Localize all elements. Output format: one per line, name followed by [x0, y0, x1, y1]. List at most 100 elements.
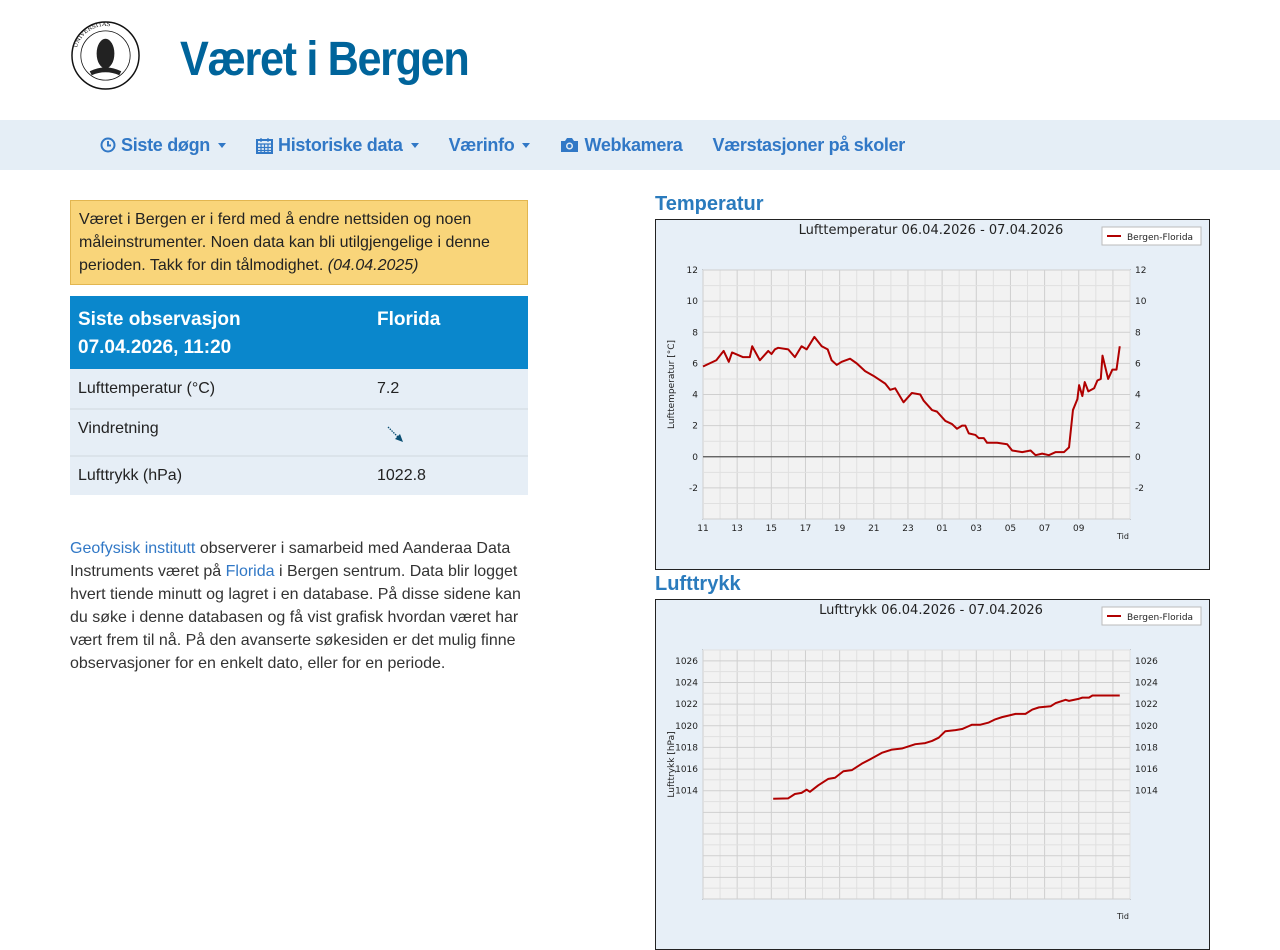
legend-label: Bergen-Florida	[1127, 613, 1193, 623]
y-tick-label-right: -2	[1135, 484, 1144, 494]
nav-label: Historiske data	[278, 134, 403, 155]
notice-box: Været i Bergen er i ferd med å endre net…	[70, 200, 528, 285]
y-tick-label: -2	[689, 484, 698, 494]
y-tick-label-right: 1026	[1135, 657, 1158, 667]
y-tick-label-right: 0	[1135, 453, 1141, 463]
y-tick-label: 1014	[675, 787, 698, 797]
chart-title: Lufttrykk 06.04.2026 - 07.04.2026	[819, 603, 1043, 618]
y-tick-label: 1026	[675, 657, 698, 667]
nav-label: Værstasjoner på skoler	[712, 134, 906, 155]
x-tick-label: 09	[1073, 524, 1085, 534]
intro-text-part: observerer i samarbeid med Aanderaa Data…	[70, 540, 511, 580]
x-tick-label: 03	[971, 524, 982, 534]
x-tick-label: 11	[697, 524, 708, 534]
table-row: Lufttemperatur (°C) 7.2	[70, 369, 528, 410]
row-value: 7.2	[377, 379, 400, 397]
y-tick-label: 10	[687, 297, 699, 307]
row-label: Lufttemperatur (°C)	[78, 379, 216, 397]
x-tick-label: 15	[766, 524, 777, 534]
y-tick-label-right: 1018	[1135, 743, 1158, 753]
table-row: Lufttrykk (hPa) 1022.8	[70, 457, 528, 495]
series-line-bergen-florida	[773, 694, 1120, 800]
x-tick-label: 13	[731, 524, 742, 534]
y-tick-label: 1022	[675, 700, 698, 710]
y-tick-label-right: 12	[1135, 266, 1146, 276]
y-tick-label: 4	[692, 391, 698, 401]
y-tick-label-right: 1024	[1135, 678, 1158, 688]
header-label: Siste observasjon	[78, 309, 241, 330]
site-header: UNIVERSITAS Været i Bergen	[0, 0, 1280, 120]
y-tick-label: 1016	[675, 765, 698, 775]
series-line-bergen-florida	[702, 335, 1121, 457]
y-tick-label-right: 8	[1135, 328, 1141, 338]
x-tick-label: 23	[902, 524, 913, 534]
y-tick-label-right: 2	[1135, 422, 1141, 432]
geofysisk-institutt-link[interactable]: Geofysisk institutt	[70, 540, 196, 557]
legend-box	[1101, 226, 1202, 246]
site-title: Været i Bergen	[180, 33, 470, 86]
temperature-heading: Temperatur	[655, 193, 764, 215]
y-axis-label: Lufttemperatur [°C]	[667, 340, 677, 429]
intro-text-part: i Bergen sentrum. Data blir logget hvert…	[70, 563, 521, 672]
y-tick-label: 1018	[675, 743, 698, 753]
x-tick-label: 21	[868, 524, 879, 534]
y-tick-label-right: 6	[1135, 359, 1141, 369]
y-tick-label: 8	[692, 328, 698, 338]
legend-box	[1101, 606, 1202, 626]
y-tick-label: 0	[692, 453, 698, 463]
y-tick-label: 12	[687, 266, 698, 276]
row-value: 1022.8	[377, 467, 426, 484]
nav-webkamera[interactable]: Webkamera	[560, 134, 683, 156]
university-logo[interactable]: UNIVERSITAS	[70, 20, 141, 91]
nav-label: Siste døgn	[121, 134, 211, 155]
x-tick-label: 17	[800, 524, 811, 534]
row-label: Vindretning	[78, 420, 159, 437]
observation-header: Siste observasjon 07.04.2026, 11:20 Flori…	[70, 296, 528, 369]
y-tick-label-right: 10	[1135, 297, 1147, 307]
calendar-icon	[256, 137, 274, 154]
florida-link[interactable]: Florida	[225, 563, 275, 580]
x-tick-label: 05	[1005, 524, 1016, 534]
observation-table: Siste observasjon 07.04.2026, 11:20 Flori…	[70, 296, 528, 495]
nav-siste-dogn[interactable]: Siste døgn	[100, 134, 227, 156]
legend-label: Bergen-Florida	[1127, 233, 1193, 243]
y-tick-label: 1020	[675, 722, 698, 732]
nav-vaerinfo[interactable]: Værinfo	[449, 135, 531, 156]
clock-icon	[100, 137, 116, 153]
y-tick-label-right: 1020	[1135, 722, 1158, 732]
nav-label: Værinfo	[448, 134, 515, 155]
x-tick-label: 19	[834, 524, 846, 534]
plot-area	[702, 649, 1131, 900]
wind-arrow-southeast-icon	[387, 426, 403, 442]
y-tick-label-right: 1016	[1135, 765, 1158, 775]
table-row: Vindretning	[70, 410, 528, 457]
row-label: Lufttrykk (hPa)	[78, 467, 183, 484]
pressure-heading: Lufttrykk	[655, 573, 741, 595]
y-tick-label: 6	[692, 359, 698, 369]
nav-vaerstasjoner-skoler[interactable]: Værstasjoner på skoler	[713, 135, 906, 156]
observation-time: 07.04.2026, 11:20	[78, 337, 232, 358]
nav-historiske-data[interactable]: Historiske data	[256, 135, 419, 156]
y-tick-label: 2	[692, 422, 698, 432]
main-nav: Siste døgn Historiske data Værinfo Webka…	[0, 120, 1280, 170]
temperature-chart: -2 -2 0 0 2 2 4 4 6 6 8 8 10 10 12 12 11 13 15 17 19 21 23 01 03…	[655, 219, 1210, 570]
nav-label: Webkamera	[584, 134, 683, 155]
chart-title: Lufttemperatur 06.04.2026 - 07.04.2026	[799, 223, 1064, 238]
pressure-chart: 1014 1014 1016 1016 1018 1018 1020 1020 1022 1022…	[655, 599, 1210, 950]
y-tick-label-right: 4	[1135, 391, 1141, 401]
camera-icon	[561, 138, 579, 152]
y-axis-label: Lufttrykk [hPa]	[667, 731, 677, 797]
y-tick-label-right: 1014	[1135, 787, 1158, 797]
caret-down-icon	[522, 142, 531, 148]
x-axis-label: Tid	[1116, 532, 1129, 541]
caret-down-icon	[218, 142, 227, 148]
y-tick-label-right: 1022	[1135, 700, 1158, 710]
x-tick-label: 07	[1039, 524, 1050, 534]
notice-date: (04.04.2025)	[327, 257, 419, 274]
caret-down-icon	[410, 142, 419, 148]
intro-text: Geofysisk institutt observerer i samarbe…	[70, 537, 530, 675]
y-tick-label: 1024	[675, 678, 698, 688]
x-axis-label: Tid	[1116, 912, 1129, 921]
notice-text: Været i Bergen er i ferd med å endre net…	[79, 211, 490, 274]
station-name: Florida	[377, 309, 441, 330]
